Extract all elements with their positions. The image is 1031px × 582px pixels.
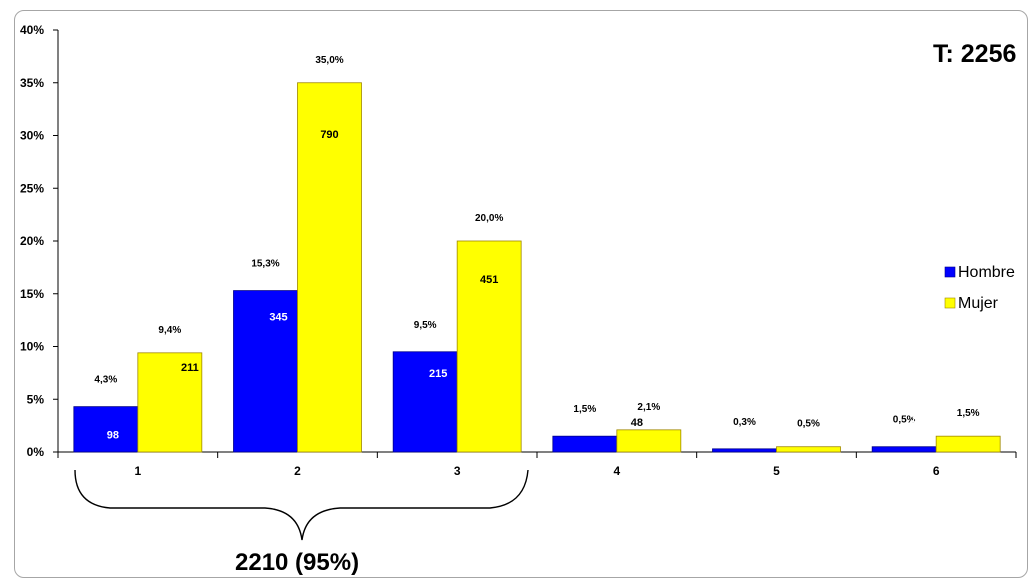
y-tick-label: 20% <box>20 234 44 248</box>
y-tick-label: 10% <box>20 340 44 354</box>
data-labels: 4,3% 98 9,4% 211 15,3% 345 35,0% 790 9,5% 215 20,0… <box>94 55 979 442</box>
bar-hombre-2 <box>233 290 298 453</box>
value-label-hombre: 4,3% <box>94 375 117 386</box>
bar-hombre-3 <box>392 351 458 453</box>
count-label-mujer: 451 <box>480 274 498 286</box>
y-tick-label: 40% <box>20 23 44 37</box>
legend-label-hombre: Hombre <box>958 264 1015 281</box>
value-label-mujer: 2,1% <box>637 402 660 413</box>
legend-swatch-hombre <box>944 266 956 278</box>
y-tick-label: 15% <box>20 287 44 301</box>
value-label-mujer: 20,0% <box>475 213 503 224</box>
x-tick-label: 2 <box>294 464 301 478</box>
value-label-hombre: 1,5% <box>573 404 596 415</box>
brace-label: 2210 (95%) <box>235 549 359 576</box>
x-axis: 1 2 3 4 5 6 <box>57 451 1017 478</box>
bar-hombre-5 <box>712 448 777 453</box>
y-tick-label: 30% <box>20 129 44 143</box>
count-label-mujer: 48 <box>631 417 643 429</box>
legend-label-mujer: Mujer <box>958 295 999 312</box>
x-tick-label: 5 <box>773 464 780 478</box>
value-label-mujer: 0,5% <box>797 419 820 430</box>
value-label-hombre: 0,5% <box>893 415 916 426</box>
x-tick-label: 3 <box>454 464 461 478</box>
value-label-mujer: 1,5% <box>957 408 980 419</box>
count-label-mujer: 211 <box>181 362 199 374</box>
x-tick-label: 6 <box>933 464 940 478</box>
y-tick-label: 25% <box>20 181 44 195</box>
count-label-hombre: 33 <box>911 414 923 426</box>
legend-swatch-mujer <box>944 297 956 309</box>
count-label-hombre: 345 <box>269 312 287 324</box>
bar-mujer-3 <box>456 240 522 453</box>
legend: Hombre Mujer <box>944 264 1015 312</box>
count-label-hombre: 98 <box>107 430 119 442</box>
bar-mujer-4 <box>616 429 682 453</box>
value-label-mujer: 35,0% <box>315 55 343 66</box>
count-label-hombre: 215 <box>429 368 447 380</box>
y-tick-label: 35% <box>20 76 44 90</box>
category-brace <box>74 469 529 541</box>
value-label-hombre: 0,3% <box>733 417 756 428</box>
y-tick-label: 5% <box>27 392 45 406</box>
y-axis: 0% 5% 10% 15% 20% 25% 30% 35% 40% <box>20 23 59 459</box>
bar-mujer-2 <box>297 82 362 453</box>
bar-hombre-6 <box>871 446 937 453</box>
bar-mujer-1 <box>137 352 203 453</box>
value-label-hombre: 15,3% <box>251 259 279 270</box>
x-tick-label: 1 <box>134 464 141 478</box>
count-label-mujer: 790 <box>320 129 338 141</box>
bars <box>73 82 1001 453</box>
bar-hombre-4 <box>552 435 618 453</box>
value-label-hombre: 9,5% <box>414 320 437 331</box>
total-annotation: T: 2256 <box>933 40 1016 68</box>
bar-mujer-5 <box>776 446 841 453</box>
bar-hombre-1 <box>73 406 139 453</box>
y-tick-label: 0% <box>27 445 45 459</box>
x-tick-label: 4 <box>613 464 620 478</box>
bar-mujer-6 <box>935 435 1001 453</box>
value-label-mujer: 9,4% <box>158 325 181 336</box>
